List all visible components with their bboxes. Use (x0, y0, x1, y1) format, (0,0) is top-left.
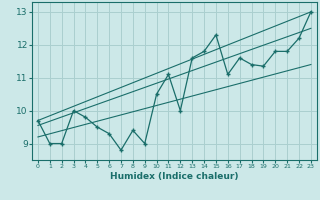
X-axis label: Humidex (Indice chaleur): Humidex (Indice chaleur) (110, 172, 239, 181)
